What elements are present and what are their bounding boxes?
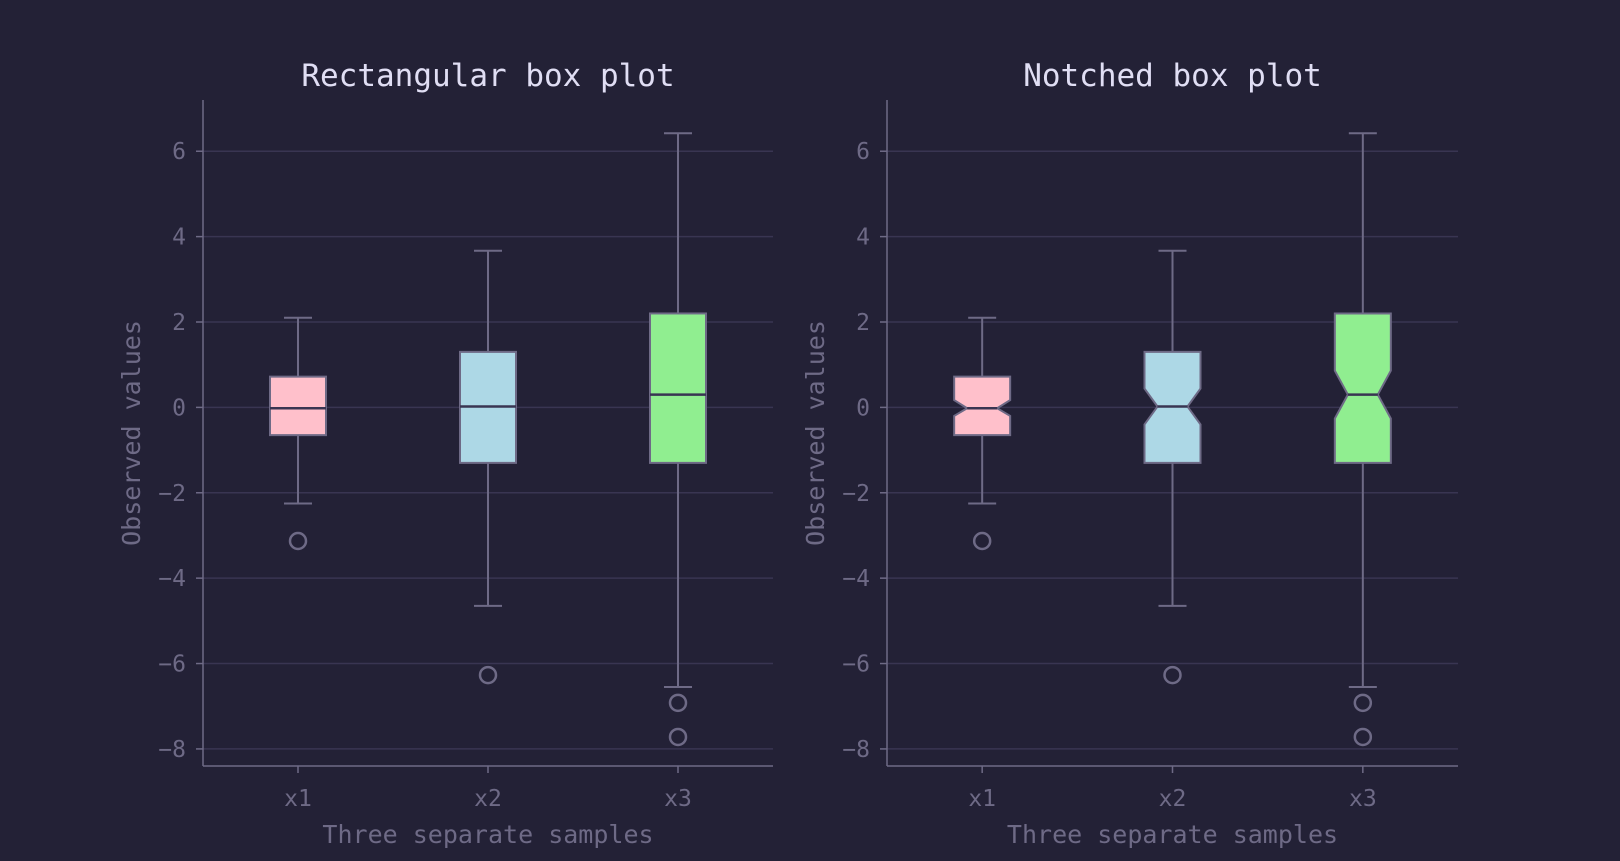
y-tick-label: −2 bbox=[842, 481, 870, 507]
y-tick-label: −8 bbox=[842, 737, 870, 763]
y-tick-label: −6 bbox=[842, 652, 870, 678]
box-x2 bbox=[1143, 249, 1202, 685]
x-axis-label: Three separate samples bbox=[322, 820, 653, 849]
outlier-point bbox=[1163, 665, 1182, 685]
y-tick-label: 2 bbox=[856, 310, 870, 336]
y-tick-label: −6 bbox=[158, 652, 186, 678]
box-body bbox=[269, 375, 327, 437]
x-tick-label: x1 bbox=[284, 786, 312, 812]
outlier-point bbox=[668, 727, 688, 747]
box-body bbox=[1333, 312, 1392, 464]
x-tick-label: x1 bbox=[968, 786, 996, 812]
y-tick-label: −4 bbox=[158, 566, 186, 592]
x-tick-label: x2 bbox=[474, 786, 502, 812]
y-tick-label: 4 bbox=[856, 225, 870, 251]
box-x1 bbox=[953, 316, 1012, 551]
y-tick-label: 6 bbox=[172, 139, 186, 165]
outlier-point bbox=[1353, 727, 1373, 747]
box-x3 bbox=[649, 132, 707, 747]
y-tick-label: −2 bbox=[158, 481, 186, 507]
box-body bbox=[649, 312, 707, 464]
box-x2 bbox=[459, 249, 517, 685]
outlier-point bbox=[1353, 693, 1373, 713]
outlier-point bbox=[972, 531, 992, 551]
x-tick-label: x3 bbox=[664, 786, 692, 812]
outlier-point bbox=[668, 693, 688, 713]
y-tick-label: 0 bbox=[172, 395, 186, 421]
box-x3 bbox=[1333, 132, 1392, 747]
outlier-point bbox=[288, 531, 308, 551]
y-axis-label: Observed values bbox=[801, 320, 830, 546]
y-tick-label: −4 bbox=[842, 566, 870, 592]
chart-panel-1: 6 4 2 0 −2 −4 −6 −8 x1 x2 x3 Rectangular box plot Th… bbox=[117, 58, 773, 849]
chart-panel-2: 6 4 2 0 −2 −4 −6 −8 x1 x2 x3 Notched box plot Three … bbox=[801, 58, 1458, 849]
chart-title: Notched box plot bbox=[1023, 58, 1322, 94]
y-axis-label: Observed values bbox=[117, 320, 146, 546]
y-tick-label: 6 bbox=[856, 139, 870, 165]
box-x1 bbox=[269, 316, 327, 551]
outlier-point bbox=[478, 665, 498, 685]
y-tick-label: 2 bbox=[172, 310, 186, 336]
y-tick-label: −8 bbox=[158, 737, 186, 763]
y-tick-label: 4 bbox=[172, 225, 186, 251]
y-tick-label: 0 bbox=[856, 395, 870, 421]
box-body bbox=[953, 375, 1012, 437]
x-tick-label: x2 bbox=[1159, 786, 1187, 812]
chart-title: Rectangular box plot bbox=[301, 58, 674, 94]
x-axis-label: Three separate samples bbox=[1007, 820, 1338, 849]
x-tick-label: x3 bbox=[1349, 786, 1377, 812]
